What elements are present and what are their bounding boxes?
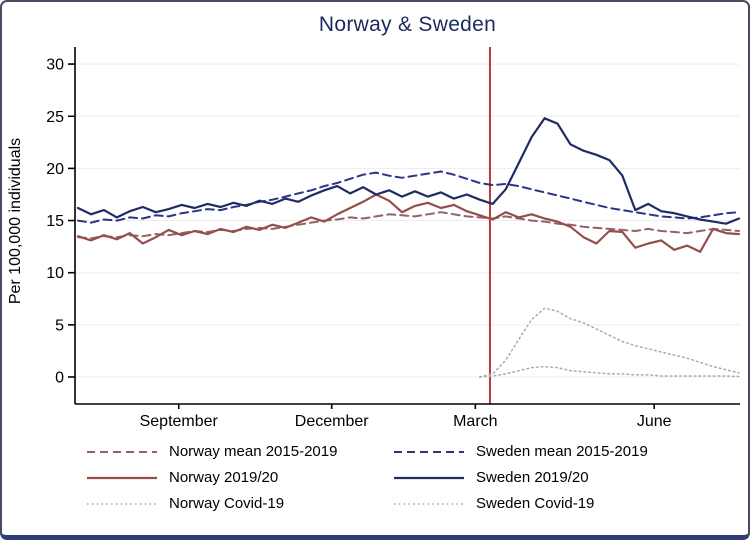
- y-tick-label: 30: [46, 57, 64, 74]
- y-tick-label: 0: [55, 370, 64, 387]
- series-line-norway-covid-19: [479, 365, 740, 378]
- legend-line-norway-2019-20-icon: [87, 476, 157, 479]
- legend-line-sweden-mean-icon: [394, 450, 464, 453]
- legend-label-sweden-covid: Sweden Covid-19: [476, 495, 595, 512]
- x-tick-label: June: [637, 413, 672, 430]
- legend-label-sweden-mean: Sweden mean 2015-2019: [476, 443, 648, 460]
- legend-label-sweden-2019-20: Sweden 2019/20: [476, 469, 589, 486]
- legend-label-norway-mean: Norway mean 2015-2019: [169, 443, 338, 460]
- legend-label-norway-covid: Norway Covid-19: [169, 495, 285, 512]
- y-tick-label: 5: [55, 317, 64, 334]
- series-line-sweden-2019-20: [76, 117, 741, 225]
- series-line-norway-2019-20: [76, 193, 741, 253]
- series-line-sweden-mean-2015-2019: [77, 170, 740, 224]
- legend-line-norway-mean-icon: [87, 450, 157, 453]
- legend-label-norway-2019-20: Norway 2019/20: [169, 469, 279, 486]
- y-tick-label: 25: [46, 109, 64, 126]
- legend-line-norway-covid-icon: [87, 502, 157, 505]
- x-tick-label: December: [295, 413, 369, 430]
- y-tick-label: 10: [46, 265, 64, 282]
- plot-area: Per 100,000 individuals 0 5 10 15 20 25 30 Sept…: [7, 47, 741, 430]
- legend: Norway mean 2015-2019 Sweden mean 2015-2…: [87, 443, 648, 512]
- y-tick-label: 15: [46, 213, 64, 230]
- x-tick-label: March: [453, 413, 497, 430]
- y-tick-label: 20: [46, 161, 64, 178]
- legend-line-sweden-covid-icon: [394, 502, 464, 505]
- series-line-sweden-covid-19: [479, 307, 740, 378]
- x-tick-label: September: [140, 413, 219, 430]
- chart-title: Norway & Sweden: [318, 13, 497, 36]
- y-axis-label: Per 100,000 individuals: [7, 138, 24, 304]
- legend-line-sweden-2019-20-icon: [394, 476, 464, 479]
